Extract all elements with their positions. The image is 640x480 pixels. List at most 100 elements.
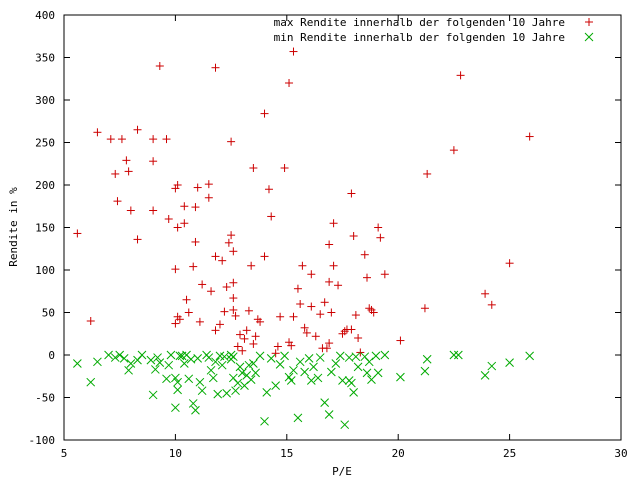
max-return-point xyxy=(149,157,158,166)
min-return-point xyxy=(211,357,220,367)
min-return-point xyxy=(371,351,381,361)
min-return-point xyxy=(373,368,383,378)
y-tick-label: 300 xyxy=(35,94,55,107)
max-return-point xyxy=(327,308,336,317)
min-return-point xyxy=(367,375,376,385)
max-return-point xyxy=(276,312,285,321)
max-return-point xyxy=(222,283,231,291)
legend-marker-max xyxy=(585,18,593,26)
min-return-point xyxy=(206,365,216,375)
max-return-point xyxy=(302,328,311,337)
max-return-point xyxy=(347,325,356,334)
max-return-point xyxy=(456,71,465,80)
min-return-point xyxy=(240,381,249,390)
max-return-point xyxy=(365,304,374,313)
min-return-point xyxy=(331,359,341,368)
min-return-point xyxy=(338,376,347,385)
min-return-point xyxy=(115,350,125,360)
max-return-point xyxy=(207,287,216,296)
min-return-point xyxy=(188,399,198,408)
max-return-point xyxy=(351,311,360,320)
legend-marker-symbol xyxy=(584,32,594,42)
max-return-point xyxy=(93,128,102,137)
min-return-point xyxy=(119,354,129,363)
y-tick-label: 350 xyxy=(35,52,55,65)
min-return-point xyxy=(380,350,390,360)
max-return-point xyxy=(296,300,305,308)
max-return-point xyxy=(122,156,131,165)
max-return-point xyxy=(173,223,182,232)
max-return-point xyxy=(86,317,95,325)
y-tick-label: 400 xyxy=(35,9,55,22)
max-return-point xyxy=(249,164,258,172)
max-return-point xyxy=(191,237,200,246)
max-return-point xyxy=(180,219,189,228)
max-return-point xyxy=(175,315,184,324)
min-return-point xyxy=(237,368,247,378)
max-return-point xyxy=(193,183,202,192)
min-return-point xyxy=(364,357,374,367)
max-return-point xyxy=(260,109,269,118)
min-return-point xyxy=(396,372,405,382)
min-return-point xyxy=(195,377,205,387)
max-return-point xyxy=(204,180,213,189)
max-return-point xyxy=(298,261,307,270)
min-return-point xyxy=(449,350,459,360)
legend-label-max: max Rendite innerhalb der folgenden 10 J… xyxy=(274,16,565,29)
min-return-point xyxy=(262,388,272,397)
max-return-point xyxy=(231,311,240,320)
legend: max Rendite innerhalb der folgenden 10 J… xyxy=(274,16,594,44)
y-tick-label: 0 xyxy=(48,349,55,362)
x-tick-label: 15 xyxy=(280,447,293,460)
max-return-point xyxy=(155,62,164,70)
x-tick-label: 20 xyxy=(392,447,405,460)
min-return-point xyxy=(349,388,358,397)
max-return-point xyxy=(273,342,282,351)
min-return-point xyxy=(184,374,194,384)
max-return-point xyxy=(325,339,334,348)
min-return-point xyxy=(104,350,113,360)
x-tick-label: 10 xyxy=(169,447,182,460)
min-return-point xyxy=(244,360,254,370)
max-return-point xyxy=(356,348,365,357)
min-return-point xyxy=(246,375,256,385)
min-return-point xyxy=(164,360,174,370)
max-return-point xyxy=(349,232,358,240)
max-return-point xyxy=(325,277,334,286)
min-return-point xyxy=(231,386,240,396)
min-return-point xyxy=(150,365,160,374)
max-return-point xyxy=(423,169,432,178)
max-return-point xyxy=(251,332,260,341)
max-return-point xyxy=(256,317,265,326)
legend-marker-symbol xyxy=(585,18,593,26)
min-return-point xyxy=(260,416,269,426)
y-tick-label: 200 xyxy=(35,179,55,192)
min-return-point xyxy=(351,352,361,362)
max-return-point xyxy=(236,330,245,339)
max-return-point xyxy=(229,294,238,303)
x-tick-label: 30 xyxy=(614,447,627,460)
min-return-point xyxy=(286,376,296,385)
min-return-point xyxy=(362,368,372,378)
max-return-point xyxy=(229,247,238,256)
max-return-point xyxy=(171,265,180,274)
legend-label-min: min Rendite innerhalb der folgenden 10 J… xyxy=(274,31,565,44)
min-return-point xyxy=(220,352,229,362)
min-return-point xyxy=(208,373,218,383)
min-return-point xyxy=(235,362,245,372)
max-return-point xyxy=(204,193,213,202)
min-return-point xyxy=(487,361,497,371)
min-return-point xyxy=(324,410,334,419)
max-return-point xyxy=(233,342,242,351)
max-return-point xyxy=(481,289,490,298)
data-marks xyxy=(73,47,535,430)
max-return-point xyxy=(505,259,514,268)
max-return-point xyxy=(249,339,258,348)
min-return-point xyxy=(320,398,330,407)
y-axis-label: Rendite in % xyxy=(7,187,20,267)
max-return-point xyxy=(363,273,372,282)
max-return-point xyxy=(238,346,247,355)
max-return-point xyxy=(367,305,376,314)
min-return-point xyxy=(266,354,276,363)
min-return-point xyxy=(126,359,136,368)
